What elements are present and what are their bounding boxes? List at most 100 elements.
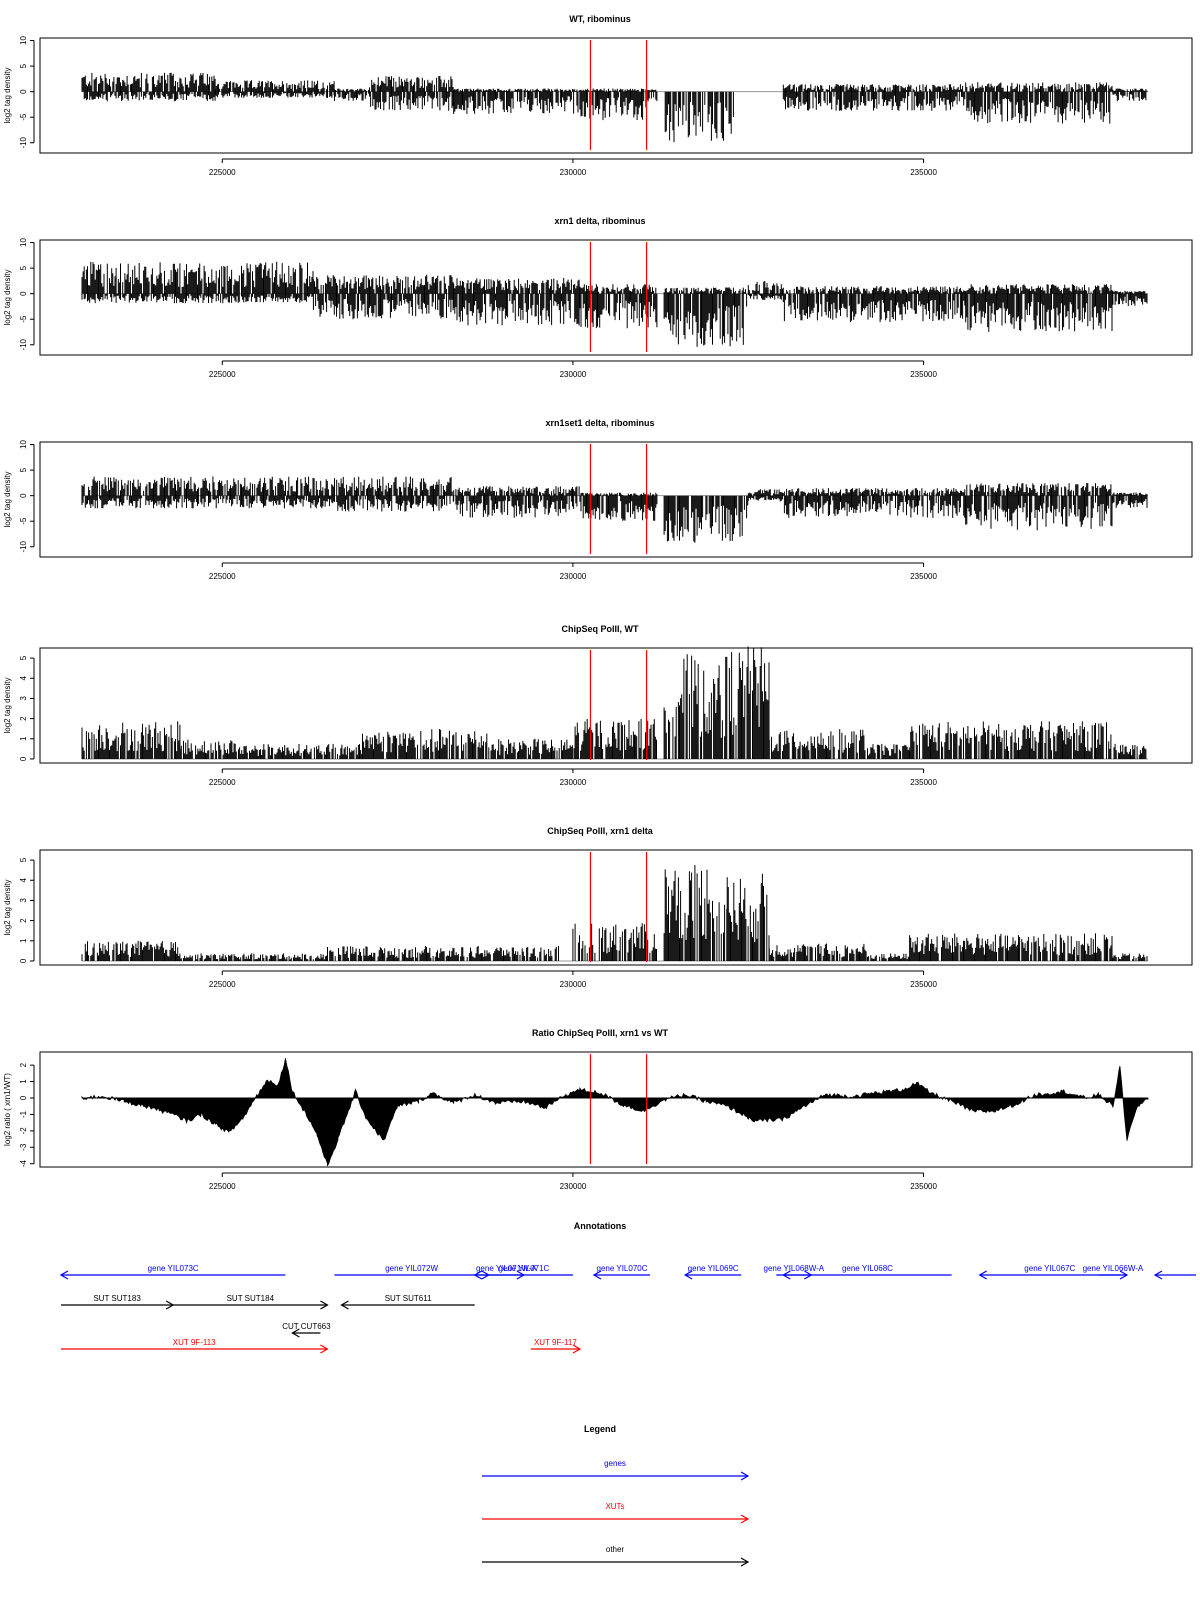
annotation-gene-arrow: [683, 1270, 742, 1280]
annotation-label: XUT 9F-117: [534, 1338, 577, 1347]
legend-section: Legend genes XUTs other: [482, 1424, 750, 1567]
annotation-label: gene YIL073C: [148, 1264, 199, 1273]
annotation-gene-arrow: [978, 1270, 1120, 1280]
x-tick-label: 235000: [910, 168, 937, 177]
x-tick-label: 225000: [209, 1182, 236, 1191]
y-tick-label: 0: [19, 291, 28, 296]
y-tick-label: -4: [19, 1160, 28, 1168]
legend-title: Legend: [584, 1424, 616, 1434]
panel-3: ChipSeq PolII, WT 0 1 2 3 4 5 log2 tag density 2…: [3, 624, 1193, 787]
y-tick-label: 2: [19, 918, 28, 923]
y-tick-label: 5: [19, 63, 28, 68]
y-tick-label: 5: [19, 265, 28, 270]
legend-label: genes: [604, 1459, 626, 1468]
annotation-label: gene YIL067C: [1024, 1264, 1075, 1273]
x-tick-label: 230000: [560, 980, 587, 989]
y-tick-label: 0: [19, 89, 28, 94]
annotation-gene-arrow: [592, 1270, 651, 1280]
annotation-label: SUT SUT183: [93, 1294, 141, 1303]
x-tick-label: 225000: [209, 980, 236, 989]
y-axis-label: log2 ratio ( xrn1/WT): [3, 1073, 12, 1146]
y-tick-label: -10: [19, 338, 28, 350]
annotation-other-arrow: [60, 1300, 175, 1310]
annotation-label: SUT SUT184: [227, 1294, 275, 1303]
legend-label: XUTs: [605, 1502, 624, 1511]
y-tick-label: -10: [19, 540, 28, 552]
annotation-label: gene YIL068C: [842, 1264, 893, 1273]
y-tick-label: -10: [19, 136, 28, 148]
y-axis-label: log2 tag density: [3, 67, 12, 123]
y-axis-label: log2 tag density: [3, 677, 12, 733]
annotation-other-arrow: [291, 1328, 321, 1338]
legend-label: other: [606, 1545, 625, 1554]
panel-title: xrn1set1 delta, ribominus: [545, 418, 654, 428]
y-tick-label: 5: [19, 467, 28, 472]
y-tick-label: 0: [19, 1095, 28, 1100]
x-tick-label: 230000: [560, 778, 587, 787]
y-tick-label: -1: [19, 1110, 28, 1118]
y-tick-label: 10: [19, 36, 28, 45]
y-tick-label: 4: [19, 877, 28, 882]
x-tick-label: 230000: [560, 572, 587, 581]
legend-other-arrow: [482, 1557, 750, 1567]
annotation-xut-arrow: [60, 1344, 329, 1354]
annotation-gene-arrow: [59, 1270, 286, 1280]
annotation-label: gene YIL068W-A: [764, 1264, 825, 1273]
y-tick-label: 2: [19, 716, 28, 721]
x-tick-label: 225000: [209, 370, 236, 379]
annotations-section: Annotations gene YIL073C gene YIL072W gene…: [59, 1221, 1196, 1354]
plot-frame: [39, 239, 1193, 356]
x-tick-label: 225000: [209, 572, 236, 581]
y-tick-label: -5: [19, 315, 28, 323]
annotation-label: gene YIL072W: [385, 1264, 438, 1273]
panel-0: WT, ribominus 10 5 0 -5 -10 log2 tag density 22…: [3, 14, 1193, 177]
y-tick-label: 0: [19, 958, 28, 963]
y-tick-label: 1: [19, 938, 28, 943]
annotation-label: gene YIL070C: [597, 1264, 648, 1273]
x-tick-label: 230000: [560, 168, 587, 177]
annotation-label: SUT SUT611: [385, 1294, 432, 1303]
panel-2: xrn1set1 delta, ribominus 10 5 0 -5 -10 log2 t…: [3, 418, 1193, 581]
y-tick-label: 4: [19, 675, 28, 680]
y-tick-label: 5: [19, 857, 28, 862]
y-tick-label: 3: [19, 696, 28, 701]
x-tick-label: 235000: [910, 980, 937, 989]
plot-frame: [39, 647, 1193, 764]
annotation-label: XUT 9F-113: [173, 1338, 216, 1347]
panel-title: ChipSeq PolII, xrn1 delta: [547, 826, 654, 836]
annotation-gene-arrow: [473, 1270, 573, 1280]
density-bars: [81, 646, 1147, 759]
legend-xut-arrow: [482, 1514, 750, 1524]
x-tick-label: 235000: [910, 572, 937, 581]
annotation-label: gene YIL071C: [498, 1264, 549, 1273]
density-bars: [81, 865, 1148, 961]
plot-frame: [39, 441, 1193, 558]
annotation-other-arrow: [340, 1300, 475, 1310]
y-tick-label: -5: [19, 517, 28, 525]
panel-5: Ratio ChipSeq PolII, xrn1 vs WT 2 1 0 -1 -2 -3…: [3, 1028, 1193, 1191]
annotation-gene-arrow: [782, 1270, 952, 1280]
y-tick-label: 1: [19, 1079, 28, 1084]
annotation-other-arrow: [173, 1300, 329, 1310]
x-tick-label: 230000: [560, 1182, 587, 1191]
density-bars: [81, 261, 1148, 347]
y-tick-label: -5: [19, 113, 28, 121]
annotation-label: gene YIL071W-A: [476, 1264, 537, 1273]
annotation-label: gene YIL069C: [688, 1264, 739, 1273]
panel-title: xrn1 delta, ribominus: [554, 216, 645, 226]
plot-frame: [39, 37, 1193, 154]
y-tick-label: 10: [19, 238, 28, 247]
y-tick-label: -3: [19, 1143, 28, 1151]
y-tick-label: -2: [19, 1127, 28, 1135]
y-axis-label: log2 tag density: [3, 269, 12, 325]
panel-4: ChipSeq PolII, xrn1 delta 0 1 2 3 4 5 log2 tag …: [3, 826, 1193, 989]
y-axis-label: log2 tag density: [3, 471, 12, 527]
panel-title: Ratio ChipSeq PolII, xrn1 vs WT: [532, 1028, 669, 1038]
x-tick-label: 235000: [910, 1182, 937, 1191]
annotation-label: gene YIL066W-A: [1083, 1264, 1144, 1273]
y-tick-label: 0: [19, 756, 28, 761]
plot-frame: [39, 849, 1193, 966]
annotation-gene-arrow: [1153, 1270, 1196, 1280]
density-bars: [81, 72, 1148, 143]
